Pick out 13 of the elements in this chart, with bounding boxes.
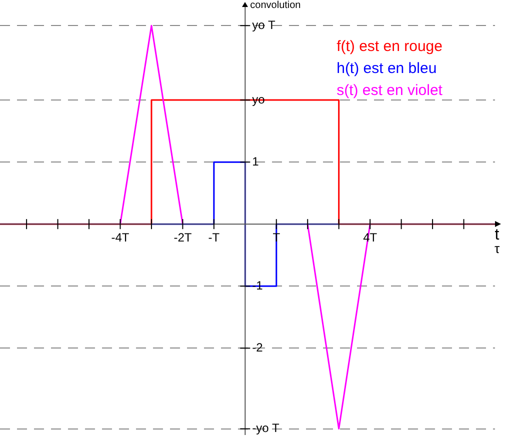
annotation: τ bbox=[494, 241, 500, 256]
text: f(t) est en rouge bbox=[336, 38, 442, 56]
y-axis-title: convolution bbox=[250, 0, 301, 11]
x-tick-label: -2T bbox=[174, 230, 192, 244]
x-tick-label: -T bbox=[208, 230, 220, 244]
text: h(t) est en bleu bbox=[336, 60, 437, 78]
x-tick-label: -4T bbox=[111, 230, 130, 244]
text: s(t) est en violet bbox=[336, 82, 444, 100]
x-axis-title: t bbox=[494, 226, 500, 244]
y-tick-label: -yo T bbox=[252, 421, 280, 436]
y-tick-label: yo T bbox=[252, 18, 276, 32]
y-tick-label: 1 bbox=[252, 154, 260, 168]
y-tick-label: -2 bbox=[252, 340, 264, 354]
